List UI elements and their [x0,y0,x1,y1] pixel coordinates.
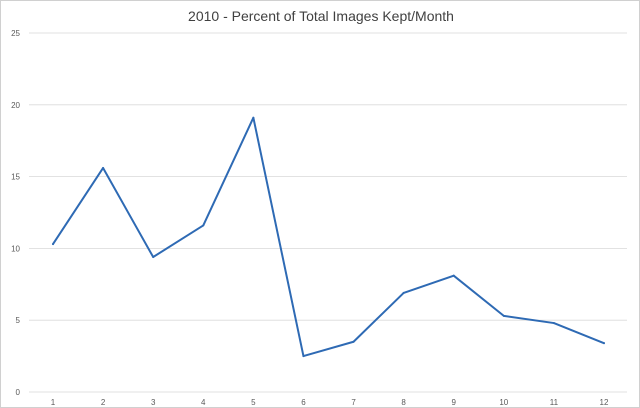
y-axis-ticks: 0 5 10 15 20 25 [11,29,20,397]
data-point [352,340,355,343]
data-point [202,224,205,227]
data-point [302,355,305,358]
data-point [252,116,255,119]
x-axis-ticks: 1 2 3 4 5 6 7 8 9 10 11 12 [51,398,609,407]
y-tick-label: 20 [11,101,20,110]
x-tick-label: 11 [550,398,559,407]
x-tick-label: 3 [151,398,156,407]
y-tick-label: 10 [11,244,20,253]
x-tick-label: 9 [452,398,457,407]
x-tick-label: 6 [301,398,306,407]
x-tick-label: 4 [201,398,206,407]
data-point [603,342,605,345]
x-tick-label: 5 [251,398,256,407]
data-point [452,274,455,277]
y-tick-label: 15 [11,173,20,182]
data-point [152,256,155,259]
data-point [102,166,105,169]
data-point [552,322,555,325]
y-tick-label: 0 [16,388,21,397]
data-point [502,314,505,317]
x-tick-label: 8 [401,398,406,407]
chart-title: 2010 - Percent of Total Images Kept/Mont… [188,8,454,24]
y-tick-label: 5 [16,316,21,325]
data-point [402,291,405,294]
series-line [52,116,605,358]
x-tick-label: 12 [600,398,609,407]
data-point [52,243,54,246]
series-group [52,116,605,358]
y-tick-label: 25 [11,29,20,38]
x-tick-label: 7 [351,398,356,407]
x-tick-label: 2 [101,398,106,407]
x-tick-label: 10 [499,398,508,407]
x-tick-label: 1 [51,398,56,407]
gridlines [29,32,627,393]
